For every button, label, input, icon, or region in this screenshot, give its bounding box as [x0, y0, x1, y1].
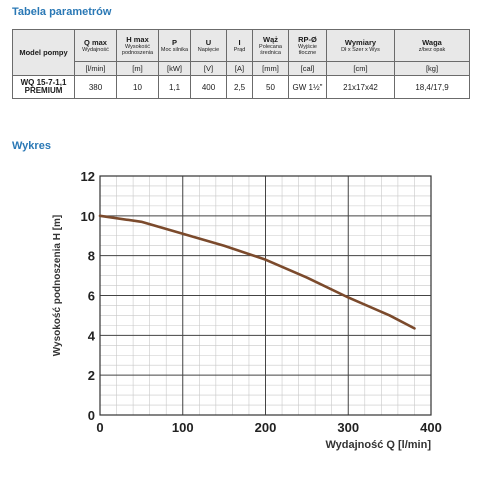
- parameters-table: Model pompy Q max Wydajność H max Wysokość…: [12, 29, 470, 99]
- chart-grid: [99, 175, 432, 416]
- unit-cell: [kW]: [158, 61, 191, 76]
- x-tick-label: 300: [337, 420, 359, 435]
- y-tick-label: 8: [88, 249, 95, 264]
- header-model: Model pompy: [12, 29, 75, 76]
- value-cell: GW 1½": [288, 75, 327, 99]
- series-line: [98, 214, 416, 330]
- x-axis-label: Wydajność Q [l/min]: [325, 439, 431, 451]
- y-axis-label: Wysokość podnoszenia H [m]: [52, 215, 63, 357]
- x-tick-label: 100: [172, 420, 194, 435]
- header-qmax: Q max Wydajność: [74, 29, 117, 62]
- value-cell: 50: [252, 75, 289, 99]
- y-tick-label: 0: [88, 408, 95, 423]
- header-current: I Prąd: [226, 29, 253, 62]
- unit-cell: [V]: [190, 61, 227, 76]
- unit-cell: [m]: [116, 61, 159, 76]
- table-units-row: [l/min] [m] [kW] [V] [A] [mm] [cal] [cm]…: [13, 61, 470, 76]
- y-tick-label: 6: [88, 289, 95, 304]
- unit-cell: [cal]: [288, 61, 327, 76]
- value-cell: 380: [74, 75, 117, 99]
- header-dimensions: Wymiary Dł x Szer x Wys: [326, 29, 395, 62]
- unit-cell: [l/min]: [74, 61, 117, 76]
- y-tick-label: 2: [88, 368, 95, 383]
- model-cell: WQ 15-7-1,1 PREMIUM: [12, 75, 75, 99]
- params-section-title: Tabela parametrów: [12, 6, 112, 18]
- value-cell: 21x17x42: [326, 75, 395, 99]
- header-hmax: H max Wysokość podnoszenia: [116, 29, 159, 62]
- chart-section-title: Wykres: [12, 140, 51, 152]
- value-cell: 1,1: [158, 75, 191, 99]
- chart-axes: [99, 175, 432, 416]
- y-tick-label: 12: [81, 169, 95, 184]
- unit-cell: [A]: [226, 61, 253, 76]
- chart-ticks: 0 100 200 300 400 0 2 4 6 8 10 12: [81, 169, 442, 435]
- x-tick-label: 200: [255, 420, 277, 435]
- value-cell: 18,4/17,9: [394, 75, 470, 99]
- x-tick-label: 400: [420, 420, 442, 435]
- unit-cell: [mm]: [252, 61, 289, 76]
- table-row: WQ 15-7-1,1 PREMIUM 380 10 1,1 400 2,5 5…: [12, 75, 470, 99]
- pump-curve-chart: 0 100 200 300 400 0 2 4 6 8 10 12 Wydajność Q [l/mi…: [52, 169, 442, 451]
- table-header-row: Model pompy Q max Wydajność H max Wysokość…: [12, 29, 470, 76]
- y-tick-label: 10: [81, 209, 95, 224]
- unit-cell: [cm]: [326, 61, 395, 76]
- plot-frame: [99, 175, 432, 416]
- x-tick-label: 0: [96, 420, 103, 435]
- chart-series: [98, 214, 416, 330]
- header-power: P Moc silnika: [158, 29, 191, 62]
- header-voltage: U Napięcie: [190, 29, 227, 62]
- header-hose: Wąż Polecana średnica: [252, 29, 289, 62]
- unit-cell: [kg]: [394, 61, 470, 76]
- header-outlet: RP-Ø Wyjście tłoczne: [288, 29, 327, 62]
- header-weight: Waga z/bez opak: [394, 29, 470, 62]
- value-cell: 400: [190, 75, 227, 99]
- value-cell: 10: [116, 75, 159, 99]
- value-cell: 2,5: [226, 75, 253, 99]
- y-tick-label: 4: [88, 328, 96, 343]
